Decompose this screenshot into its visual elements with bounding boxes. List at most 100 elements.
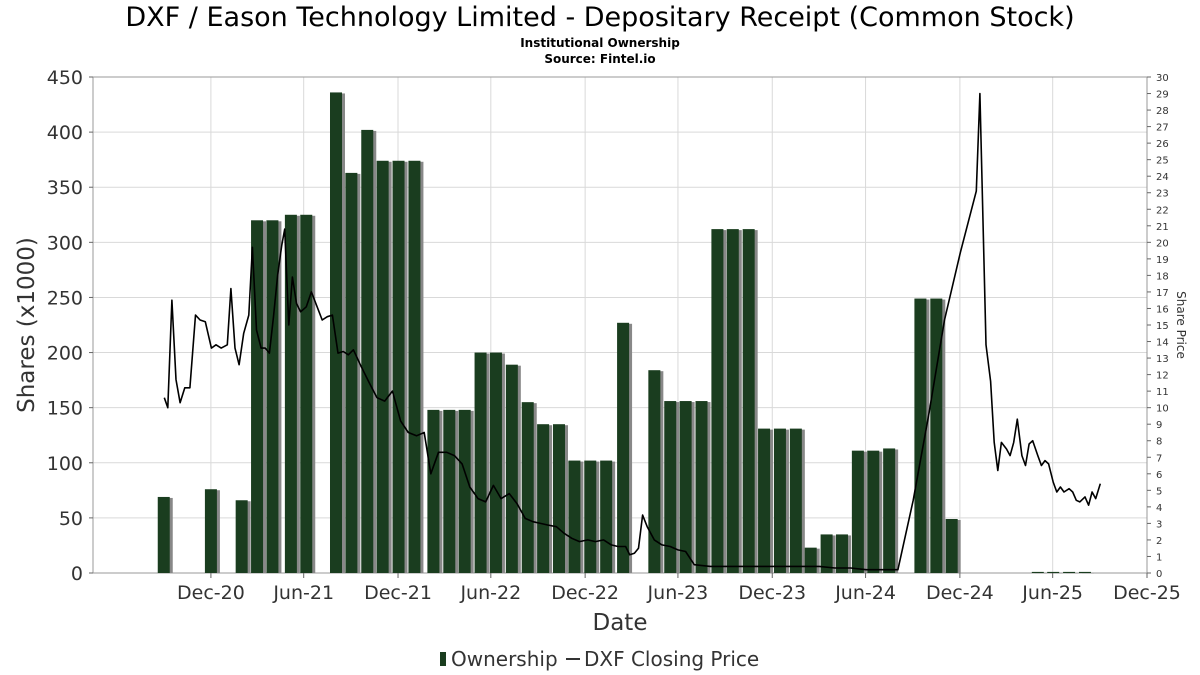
ownership-bar bbox=[726, 229, 739, 573]
ownership-bar-shadow bbox=[1050, 572, 1063, 574]
ownership-bar bbox=[505, 364, 518, 573]
ownership-bar bbox=[443, 409, 456, 573]
ownership-bar bbox=[584, 460, 597, 573]
ownership-bar bbox=[408, 160, 421, 573]
ownership-bar bbox=[617, 322, 630, 573]
right-tick-label: 15 bbox=[1156, 321, 1169, 332]
right-tick-label: 12 bbox=[1156, 371, 1169, 382]
ownership-bar bbox=[235, 500, 248, 573]
left-tick-label: 400 bbox=[47, 122, 83, 144]
left-tick-label: 50 bbox=[59, 508, 83, 530]
right-tick-label: 22 bbox=[1156, 205, 1169, 216]
ownership-bar bbox=[945, 518, 958, 573]
ownership-bar bbox=[820, 534, 833, 573]
left-tick-label: 450 bbox=[47, 67, 83, 89]
x-axis-label: Date bbox=[593, 610, 648, 636]
ownership-bar bbox=[521, 402, 534, 573]
x-tick-label: Dec-21 bbox=[364, 582, 432, 604]
ownership-bar-shadow bbox=[1066, 572, 1079, 574]
ownership-bar bbox=[458, 409, 471, 573]
ownership-bar bbox=[600, 460, 613, 573]
legend: Ownership DXF Closing Price bbox=[440, 647, 759, 671]
ownership-bar bbox=[266, 220, 279, 574]
right-tick-label: 25 bbox=[1156, 156, 1169, 167]
y-axis-label: Shares (x1000) bbox=[14, 237, 40, 413]
ownership-bar-shadow bbox=[1081, 572, 1094, 574]
right-tick-label: 20 bbox=[1156, 238, 1169, 249]
ownership-bar bbox=[930, 298, 943, 573]
ownership-bar bbox=[251, 220, 264, 574]
right-tick-label: 5 bbox=[1156, 486, 1162, 497]
right-tick-label: 11 bbox=[1156, 387, 1169, 398]
legend-ownership-swatch bbox=[440, 652, 446, 666]
legend-ownership-label: Ownership bbox=[451, 647, 558, 671]
right-tick-label: 4 bbox=[1156, 503, 1162, 514]
ownership-bar bbox=[474, 352, 487, 573]
ownership-bar bbox=[679, 401, 692, 573]
ownership-bar bbox=[695, 401, 708, 573]
ownership-bars bbox=[157, 92, 1094, 574]
ownership-bar bbox=[1047, 571, 1060, 573]
chart-source: Source: Fintel.io bbox=[544, 52, 656, 66]
price-line-series bbox=[163, 92, 1102, 571]
left-tick-label: 150 bbox=[47, 398, 83, 420]
right-tick-label: 26 bbox=[1156, 139, 1169, 150]
ownership-bar bbox=[742, 229, 755, 573]
x-tick-label: Jun-22 bbox=[459, 582, 521, 604]
x-tick-label: Dec-24 bbox=[926, 582, 994, 604]
ownership-bar bbox=[345, 172, 358, 574]
right-tick-label: 19 bbox=[1156, 255, 1169, 266]
left-axis-ticks: 0 50 100 150 200 250 300 350 400 450 bbox=[47, 67, 93, 585]
right-tick-label: 9 bbox=[1156, 420, 1162, 431]
left-tick-label: 100 bbox=[47, 453, 83, 475]
price-line bbox=[163, 92, 1102, 571]
right-tick-label: 18 bbox=[1156, 271, 1169, 282]
ownership-bar bbox=[851, 450, 864, 573]
ownership-bar bbox=[648, 370, 661, 573]
ownership-bar bbox=[773, 428, 786, 573]
ownership-bar bbox=[867, 450, 880, 573]
ownership-bar bbox=[361, 129, 374, 573]
right-tick-label: 17 bbox=[1156, 288, 1169, 299]
ownership-bar bbox=[376, 160, 389, 573]
ownership-bar-shadow bbox=[1034, 572, 1047, 574]
ownership-bar bbox=[804, 547, 817, 573]
right-tick-label: 30 bbox=[1156, 73, 1169, 84]
right-tick-label: 13 bbox=[1156, 354, 1169, 365]
ownership-bar bbox=[157, 496, 170, 573]
right-tick-label: 10 bbox=[1156, 404, 1169, 415]
chart-subtitle: Institutional Ownership bbox=[520, 36, 680, 50]
right-tick-label: 2 bbox=[1156, 536, 1162, 547]
ownership-bar bbox=[914, 298, 927, 573]
left-tick-label: 250 bbox=[47, 287, 83, 309]
right-tick-label: 28 bbox=[1156, 106, 1169, 117]
right-tick-label: 0 bbox=[1156, 569, 1162, 580]
x-tick-label: Jun-24 bbox=[834, 582, 896, 604]
ownership-bar bbox=[789, 428, 802, 573]
right-tick-label: 8 bbox=[1156, 437, 1162, 448]
chart-title: DXF / Eason Technology Limited - Deposit… bbox=[125, 2, 1075, 33]
ownership-bar bbox=[204, 489, 217, 573]
x-tick-label: Jun-25 bbox=[1021, 582, 1083, 604]
x-tick-label: Jun-21 bbox=[272, 582, 334, 604]
ownership-bar bbox=[711, 229, 724, 573]
ownership-bar bbox=[883, 448, 896, 573]
ownership-bar bbox=[1078, 571, 1091, 573]
right-tick-label: 14 bbox=[1156, 338, 1169, 349]
right-tick-label: 1 bbox=[1156, 552, 1162, 563]
right-tick-label: 6 bbox=[1156, 470, 1162, 481]
x-tick-label: Dec-20 bbox=[177, 582, 245, 604]
ownership-bar bbox=[758, 428, 771, 573]
left-tick-label: 0 bbox=[71, 563, 83, 585]
right-tick-label: 29 bbox=[1156, 90, 1169, 101]
y2-axis-label: Share Price bbox=[1174, 291, 1188, 359]
x-tick-label: Jun-23 bbox=[647, 582, 709, 604]
x-tick-label: Dec-25 bbox=[1113, 582, 1181, 604]
x-tick-label: Dec-23 bbox=[738, 582, 806, 604]
ownership-bar bbox=[489, 352, 502, 573]
ownership-bar bbox=[835, 534, 848, 573]
ownership-bar bbox=[329, 92, 342, 573]
left-tick-label: 200 bbox=[47, 343, 83, 365]
legend-price-label: DXF Closing Price bbox=[584, 647, 759, 671]
ownership-bar bbox=[552, 424, 565, 573]
